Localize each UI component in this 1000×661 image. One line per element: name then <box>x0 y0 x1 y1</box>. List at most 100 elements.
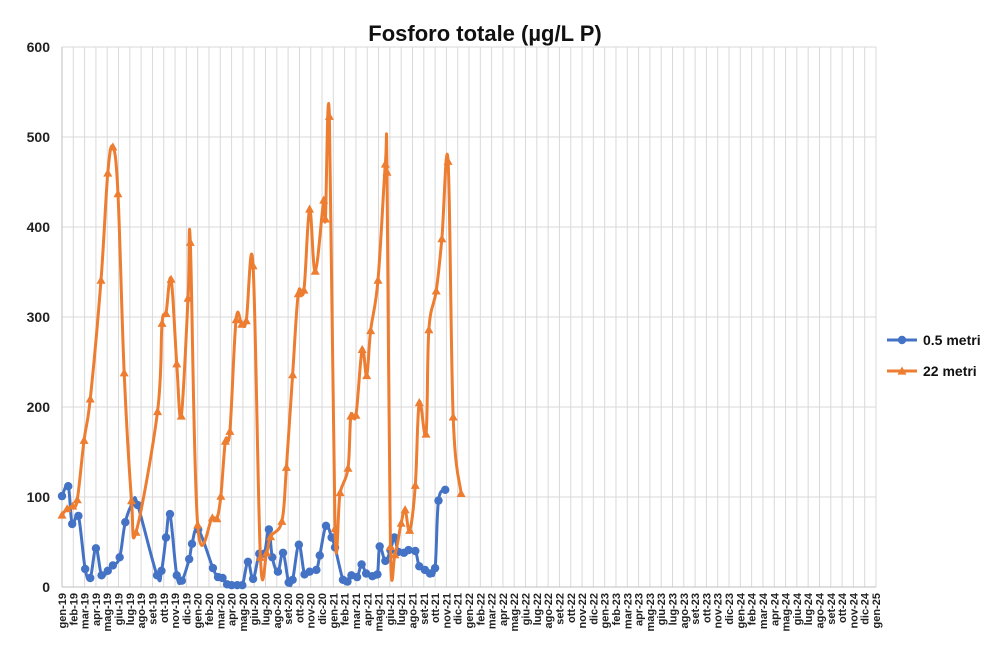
x-tick-label: gen-24 <box>735 592 747 628</box>
data-point <box>410 480 420 489</box>
x-tick-label: giu-19 <box>114 593 126 625</box>
data-point <box>294 540 304 549</box>
data-point <box>315 551 324 560</box>
series-layer <box>57 102 466 590</box>
data-point <box>79 435 89 444</box>
data-point <box>157 566 166 575</box>
data-point <box>352 572 362 582</box>
x-tick-label: apr-21 <box>362 593 374 626</box>
x-tick-label: ago-22 <box>543 593 555 628</box>
x-tick-label: ago-20 <box>272 593 284 628</box>
data-point <box>74 511 83 521</box>
x-tick-label: apr-24 <box>769 592 781 626</box>
data-point <box>91 544 101 553</box>
x-tick-label: dic-20 <box>317 593 329 625</box>
x-tick-label: mag-21 <box>374 593 386 632</box>
x-tick-label: mar-19 <box>80 593 92 629</box>
data-point <box>327 533 336 542</box>
x-tick-label: dic-21 <box>453 593 465 625</box>
x-tick-label: set-20 <box>283 593 295 625</box>
data-point <box>64 482 73 491</box>
data-point <box>381 556 390 566</box>
x-tick-label: giu-22 <box>521 593 533 625</box>
data-point <box>375 542 384 551</box>
x-tick-label: mag-23 <box>645 593 657 632</box>
data-point <box>80 564 90 574</box>
data-point <box>437 234 447 243</box>
data-point <box>131 527 141 536</box>
data-point <box>187 539 197 548</box>
x-tick-label: lug-21 <box>396 593 408 625</box>
x-tick-label: ago-21 <box>407 593 419 628</box>
data-point <box>225 426 235 435</box>
data-point <box>62 504 72 513</box>
x-tick-label: nov-22 <box>577 593 589 628</box>
legend-marker <box>897 335 907 345</box>
data-point <box>85 394 95 403</box>
x-tick-label: gen-23 <box>600 593 612 628</box>
x-tick-label: lug-19 <box>125 593 137 625</box>
x-tick-label: mar-20 <box>215 593 227 629</box>
data-point <box>335 488 345 497</box>
x-tick-label: giu-24 <box>792 592 804 625</box>
x-tick-label: ott-21 <box>430 593 442 623</box>
data-point <box>380 159 390 168</box>
data-point <box>373 275 383 284</box>
x-tick-label: mar-22 <box>487 593 499 629</box>
data-point <box>166 274 176 283</box>
data-point <box>330 524 340 533</box>
data-point <box>421 429 431 438</box>
x-tick-label: nov-21 <box>441 593 453 628</box>
data-point <box>97 571 106 580</box>
data-point <box>441 485 450 494</box>
data-point <box>133 500 142 510</box>
y-tick-label: 400 <box>27 219 51 235</box>
data-point <box>161 308 171 317</box>
x-tick-label: ott-22 <box>566 593 578 623</box>
data-point <box>425 569 435 578</box>
data-point <box>218 573 227 583</box>
legend: 0.5 metri 22 metri <box>887 332 981 379</box>
x-tick-label: gen-22 <box>464 593 476 628</box>
x-tick-label: set-23 <box>690 593 702 625</box>
data-point <box>414 398 424 407</box>
data-point <box>216 491 226 500</box>
x-tick-label: gen-20 <box>193 593 205 628</box>
x-tick-label: ott-19 <box>159 593 171 623</box>
data-point <box>305 204 315 213</box>
data-point <box>396 518 406 527</box>
data-point <box>193 520 203 529</box>
data-point <box>96 275 106 284</box>
x-tick-label: ago-23 <box>679 593 691 628</box>
data-point <box>405 525 415 534</box>
data-point <box>281 462 291 471</box>
chart-title: Fosforo totale (µg/L P) <box>368 21 601 46</box>
x-tick-label: gen-21 <box>328 593 340 628</box>
x-tick-label: mag-20 <box>238 593 250 632</box>
data-point <box>343 463 353 472</box>
x-tick-label: apr-23 <box>634 593 646 626</box>
data-point <box>456 488 466 497</box>
x-axis: gen-19 feb-19 mar-19 apr-19 mag-19 giu-19 lug-… <box>57 586 883 632</box>
x-tick-label: dic-22 <box>588 593 600 625</box>
data-point <box>231 315 241 324</box>
data-point <box>366 326 376 335</box>
y-tick-label: 600 <box>27 39 51 55</box>
data-point <box>238 581 247 590</box>
data-point <box>185 237 195 246</box>
x-tick-label: lug-20 <box>261 593 273 625</box>
data-point <box>115 553 124 562</box>
data-point <box>312 565 321 575</box>
x-tick-label: nov-19 <box>170 593 182 628</box>
y-tick-label: 100 <box>27 489 51 505</box>
x-tick-label: feb-24 <box>747 592 759 625</box>
data-point <box>288 370 298 379</box>
data-point <box>320 214 330 223</box>
data-point <box>67 519 77 529</box>
x-tick-label: gen-25 <box>871 593 883 628</box>
data-point <box>108 561 118 570</box>
x-tick-label: set-24 <box>826 592 838 625</box>
legend-label: 22 metri <box>923 363 977 379</box>
data-point <box>212 514 222 523</box>
